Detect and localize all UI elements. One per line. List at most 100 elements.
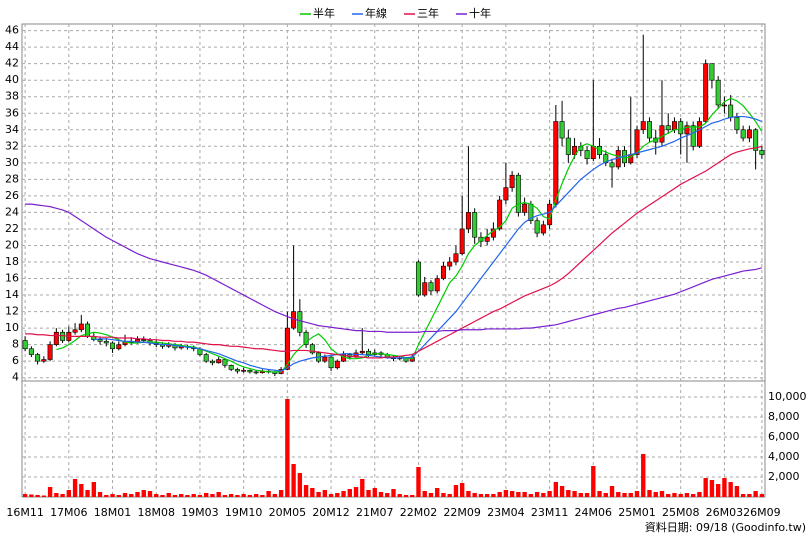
legend-label: 十年 [469,6,491,20]
volume-bar [703,478,708,497]
volume-bar [728,482,733,497]
volume-bar [684,493,690,497]
x-tick-label: 16M11 [6,506,44,519]
volume-bar [435,488,440,497]
candle-body [303,331,309,345]
candle-body [534,220,540,234]
volume-bar [222,495,228,497]
candle-body [53,331,59,345]
y-tick-label: 12 [5,305,19,318]
volume-bar [491,494,496,497]
volume-bar [559,486,565,497]
candle-body [110,342,116,350]
y2-tick-label: 4,000 [768,450,800,463]
volume-bar [35,495,40,497]
ma-line [25,145,763,359]
volume-bar [66,490,72,497]
volume-bar [79,484,84,497]
ma-line [25,203,763,333]
volume-bar [360,479,365,497]
volume-bar [285,399,290,497]
candle-body [503,187,509,201]
candle-body [671,121,677,131]
x-tick-label: 19M03 [181,506,219,519]
candle-body [746,129,752,139]
candle-body [72,329,78,333]
volume-bar [110,494,115,497]
candle-body [209,360,215,364]
y2-tick-label: 10,000 [768,390,807,403]
candle-body [428,282,434,292]
y-tick-label: 46 [5,24,19,37]
candle-body [634,129,640,155]
ma-line [56,97,763,373]
volume-bar [672,493,677,497]
candle-body [247,369,253,373]
candle-body [297,311,303,333]
volume-bar [740,494,746,497]
volume-bar [154,494,159,497]
x-tick-label: 17M06 [50,506,88,519]
candle-body [253,371,259,374]
candle-body [703,63,709,122]
x-tick-label: 26M09 [743,506,781,519]
volume-bar [428,493,434,497]
candle-body [35,354,41,362]
candle-body [584,150,590,160]
volume-bar [503,490,509,497]
volume-bar [472,493,477,497]
candle-body [740,129,746,139]
candle-body [759,150,765,155]
volume-bar [372,488,377,497]
volume-bar [72,479,78,497]
volume-bar [235,495,240,497]
volume-bar [441,493,446,497]
x-tick-label: 20M05 [269,506,307,519]
volume-bar [141,490,146,497]
volume-bar [204,493,209,497]
volume-bar [247,495,253,497]
candle-body [559,121,565,139]
legend-label: 年線 [365,6,387,20]
candle-body [540,224,546,234]
volume-bar [179,494,184,497]
volume-bar [278,490,284,497]
candle-body [366,350,372,355]
y-tick-label: 28 [5,172,19,185]
candle-body [728,104,734,118]
volume-bar [135,492,140,497]
volume-bar [478,494,484,497]
candle-body [203,354,209,362]
candle-body [28,348,34,355]
candle-body [465,212,471,230]
volume-bar [366,490,371,497]
volume-bar [353,487,359,497]
candle-body [472,212,478,238]
volume-bar [591,466,596,497]
candle-body [97,339,103,342]
volume-bar [385,493,390,497]
candle-body [665,125,671,131]
candle-body [284,327,290,370]
volume-bar [347,489,352,497]
volume-bar [509,491,515,497]
volume-bar [734,486,740,497]
y-tick-label: 10 [5,321,19,334]
legend-label: 三年 [417,6,439,20]
volume-bar [97,492,103,497]
candle-body [440,265,446,279]
volume-bar [378,492,384,497]
candle-body [684,125,690,135]
x-tick-label: 25M01 [618,506,656,519]
volume-bar [85,490,90,497]
y-tick-label: 40 [5,73,19,86]
y-tick-label: 16 [5,272,19,285]
volume-bar [597,491,602,497]
x-tick-label: 23M04 [487,506,525,519]
volume-bar [266,491,271,497]
candle-body [103,341,109,344]
volume-bar [715,484,721,497]
candle-body [509,174,515,188]
x-tick-label: 19M10 [225,506,263,519]
volume-bar [54,493,59,497]
